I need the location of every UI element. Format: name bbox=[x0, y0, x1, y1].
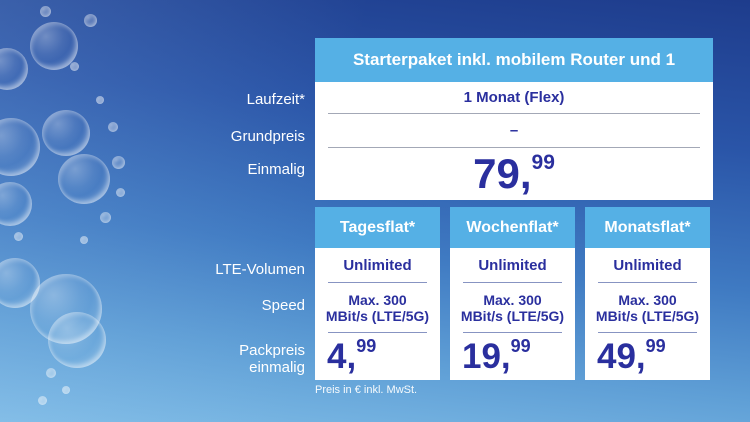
bubble bbox=[14, 232, 23, 241]
bubble bbox=[0, 258, 40, 308]
divider bbox=[328, 332, 427, 333]
bubble bbox=[116, 188, 125, 197]
label-laufzeit: Laufzeit* bbox=[246, 91, 305, 108]
speed-value: Max. 300 MBit/s (LTE/5G) bbox=[325, 291, 430, 324]
starter-package-title: Starterpaket inkl. mobilem Router und 1 … bbox=[315, 38, 713, 113]
bubble bbox=[0, 48, 28, 90]
bubble bbox=[30, 22, 78, 70]
pack-price: 4,99 bbox=[315, 333, 440, 380]
lte-volume-value: Unlimited bbox=[478, 256, 547, 274]
divider bbox=[463, 282, 562, 283]
bubble bbox=[62, 386, 70, 394]
label-einmalig: Einmalig bbox=[247, 161, 305, 178]
divider bbox=[598, 332, 697, 333]
plan-card-tagesflat: Tagesflat* Unlimited Max. 300 MBit/s (LT… bbox=[315, 207, 440, 380]
bubble bbox=[46, 368, 56, 378]
plan-title: Monatsflat* bbox=[585, 207, 710, 248]
label-lte-volumen: LTE-Volumen bbox=[215, 261, 305, 278]
plan-card-monatsflat: Monatsflat* Unlimited Max. 300 MBit/s (L… bbox=[585, 207, 710, 380]
price-value: 79,99 bbox=[473, 150, 555, 197]
bubble bbox=[0, 182, 32, 226]
price-value: 4,99 bbox=[327, 336, 377, 376]
laufzeit-value: 1 Monat (Flex) bbox=[463, 89, 565, 106]
plan-body: Unlimited Max. 300 MBit/s (LTE/5G) 49,99 bbox=[585, 248, 710, 380]
speed-value: Max. 300 MBit/s (LTE/5G) bbox=[595, 291, 700, 324]
divider bbox=[328, 282, 427, 283]
bubble bbox=[0, 118, 40, 176]
price-value: 19,99 bbox=[462, 336, 531, 376]
label-speed: Speed bbox=[261, 297, 305, 314]
plan-title: Wochenflat* bbox=[450, 207, 575, 248]
bubble bbox=[58, 154, 110, 204]
bubble bbox=[84, 14, 97, 27]
price-footnote: Preis in € inkl. MwSt. bbox=[315, 384, 418, 396]
bubble bbox=[40, 6, 51, 17]
starter-package-body: 1 Monat (Flex) – 79,99 bbox=[315, 82, 713, 200]
bubble bbox=[96, 96, 104, 104]
einmalig-price: 79,99 bbox=[315, 148, 713, 200]
divider bbox=[328, 147, 700, 148]
bubble bbox=[70, 62, 79, 71]
lte-volume-value: Unlimited bbox=[343, 256, 412, 274]
plan-card-wochenflat: Wochenflat* Unlimited Max. 300 MBit/s (L… bbox=[450, 207, 575, 380]
starter-package-card: Starterpaket inkl. mobilem Router und 1 … bbox=[315, 38, 713, 200]
pack-price: 19,99 bbox=[450, 333, 575, 380]
price-value: 49,99 bbox=[597, 336, 666, 376]
divider bbox=[328, 113, 700, 114]
bubble bbox=[108, 122, 118, 132]
lte-volume-value: Unlimited bbox=[613, 256, 682, 274]
grundpreis-value: – bbox=[509, 122, 519, 139]
divider bbox=[463, 332, 562, 333]
bubble bbox=[112, 156, 125, 169]
bubble bbox=[42, 110, 90, 156]
bubble bbox=[48, 312, 106, 368]
bubble bbox=[30, 274, 102, 344]
bubble bbox=[80, 236, 88, 244]
divider bbox=[598, 282, 697, 283]
bubble bbox=[38, 396, 47, 405]
pack-price: 49,99 bbox=[585, 333, 710, 380]
label-grundpreis: Grundpreis bbox=[230, 128, 305, 145]
speed-value: Max. 300 MBit/s (LTE/5G) bbox=[460, 291, 565, 324]
label-packpreis-einmalig: Packpreis einmalig bbox=[239, 342, 305, 376]
bubble bbox=[100, 212, 111, 223]
plan-title: Tagesflat* bbox=[315, 207, 440, 248]
plan-body: Unlimited Max. 300 MBit/s (LTE/5G) 19,99 bbox=[450, 248, 575, 380]
plan-body: Unlimited Max. 300 MBit/s (LTE/5G) 4,99 bbox=[315, 248, 440, 380]
